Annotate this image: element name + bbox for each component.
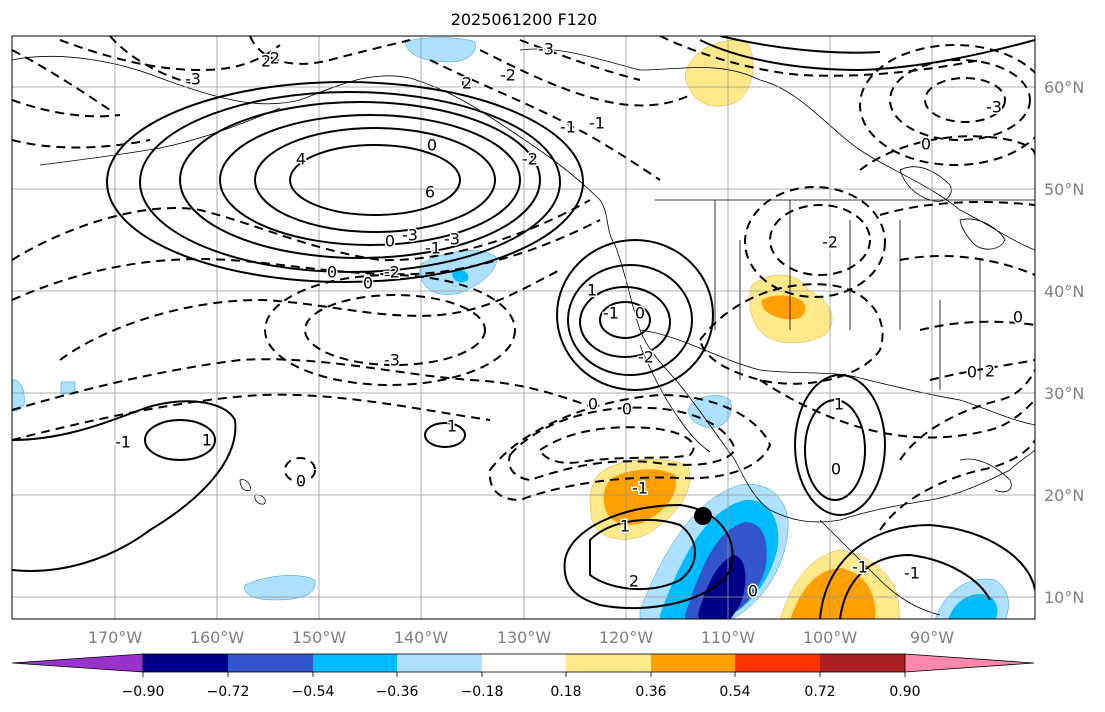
contour-label: 0 (831, 460, 841, 479)
contour-label: -2 (822, 233, 838, 252)
contour-label: 1 (202, 431, 212, 450)
colorbar-tick-label: −0.36 (376, 684, 419, 700)
contour-label: -3 (384, 351, 400, 370)
colorbar-segment (143, 654, 228, 672)
colorbar-extend-min (12, 654, 143, 672)
colorbar-segment (482, 654, 566, 672)
colorbar-segment (228, 654, 313, 672)
lat-label: 30°N (1044, 384, 1084, 403)
contour-label: 0 (296, 472, 306, 491)
contour-label: -2 (384, 263, 400, 282)
lat-label: 50°N (1044, 180, 1084, 199)
contour-label: 0 (461, 74, 471, 93)
contour-label: 0 (635, 304, 645, 323)
contour-label: 0 (748, 582, 758, 601)
contour-label: -2 (638, 348, 654, 367)
lon-label: 110°W (701, 628, 756, 647)
contour-label: -1 (115, 433, 131, 452)
lat-labels: 60°N 50°N 40°N 30°N 20°N 10°N (1044, 78, 1084, 607)
lon-label: 150°W (292, 628, 347, 647)
lon-label: 100°W (803, 628, 858, 647)
contour-label: 2 (462, 74, 472, 93)
lat-label: 10°N (1044, 588, 1084, 607)
colorbar-tick-label: 0.36 (635, 684, 666, 700)
colorbar-tick-label: 0.90 (889, 684, 920, 700)
contour-label: 2 (261, 52, 271, 71)
colorbar-tick-label: −0.90 (122, 684, 165, 700)
contour-label: -1 (904, 564, 920, 583)
colorbar-segment (735, 654, 820, 672)
colorbar-ticks: −0.90 −0.72 −0.54 −0.36 −0.18 0.18 0.36 0.54 0.7… (122, 672, 921, 700)
contour-label: 1 (447, 417, 457, 436)
contour-label: 0 (363, 274, 373, 293)
colorbar-tick-label: −0.18 (461, 684, 504, 700)
colorbar-tick-label: −0.72 (207, 684, 250, 700)
colorbar-tick-label: 0.72 (804, 684, 835, 700)
lon-label: 90°W (910, 628, 954, 647)
contour-label: 1 (620, 517, 630, 536)
map-frame (11, 35, 1036, 620)
contour-label: 6 (425, 183, 435, 202)
gridlines (12, 36, 1035, 619)
contour-label: -3 (402, 226, 418, 245)
lon-labels: 170°W 160°W 150°W 140°W 130°W 120°W 110°… (88, 628, 954, 647)
contour-label: 2 (985, 362, 995, 381)
solid-contours (12, 36, 1035, 619)
contour-label: -1 (852, 558, 868, 577)
colorbar-segments (12, 654, 1034, 672)
contour-label: 1 (834, 395, 844, 414)
lon-label: 170°W (88, 628, 143, 647)
colorbar-tick-label: 0.18 (550, 684, 581, 700)
contour-label: -1 (589, 114, 605, 133)
lon-label: 160°W (190, 628, 245, 647)
contour-label: -2 (264, 49, 280, 68)
colorbar-segment (820, 654, 905, 672)
contour-label: -3 (444, 230, 460, 249)
colorbar-segment (313, 654, 397, 672)
contour-label: 0 (622, 400, 632, 419)
contour-label: -3 (986, 98, 1002, 117)
map-title: 2025061200 F120 (450, 10, 598, 29)
location-marker-dot (694, 507, 712, 525)
contour-label: 2 (629, 572, 639, 591)
contour-label: 0 (427, 136, 437, 155)
contour-label: 1 (587, 281, 597, 300)
contour-label: 4 (296, 150, 306, 169)
lon-label: 130°W (497, 628, 552, 647)
contour-label: -1 (560, 118, 576, 137)
dashed-contours (12, 36, 1035, 531)
contour-label: -1 (603, 304, 619, 323)
lon-label: 140°W (394, 628, 449, 647)
contour-label: -3 (185, 70, 201, 89)
colorbar-segment (651, 654, 735, 672)
contour-label: -3 (538, 40, 554, 59)
lat-label: 20°N (1044, 486, 1084, 505)
colorbar: −0.90 −0.72 −0.54 −0.36 −0.18 0.18 0.36 0.54 0.7… (11, 653, 1035, 700)
contour-label: 0 (588, 395, 598, 414)
contour-label: 0 (1013, 308, 1023, 327)
shaded-regions (12, 37, 1009, 619)
contour-label: 0 (921, 135, 931, 154)
contour-label: -1 (425, 239, 441, 258)
contour-label: 0 (385, 232, 395, 251)
colorbar-tick-label: −0.54 (292, 684, 335, 700)
contour-label: -2 (522, 150, 538, 169)
contour-label: -2 (500, 66, 516, 85)
colorbar-outline (142, 653, 906, 673)
lat-label: 60°N (1044, 78, 1084, 97)
colorbar-segment (566, 654, 651, 672)
colorbar-segment (397, 654, 482, 672)
map-area (12, 36, 1035, 619)
colorbar-tick-label: 0.54 (719, 684, 750, 700)
contour-label: 0 (327, 263, 337, 282)
lon-label: 120°W (599, 628, 654, 647)
lat-label: 40°N (1044, 282, 1084, 301)
colorbar-extend-max (905, 654, 1034, 672)
contour-label: 0 (967, 363, 977, 382)
contour-label: -1 (632, 479, 648, 498)
